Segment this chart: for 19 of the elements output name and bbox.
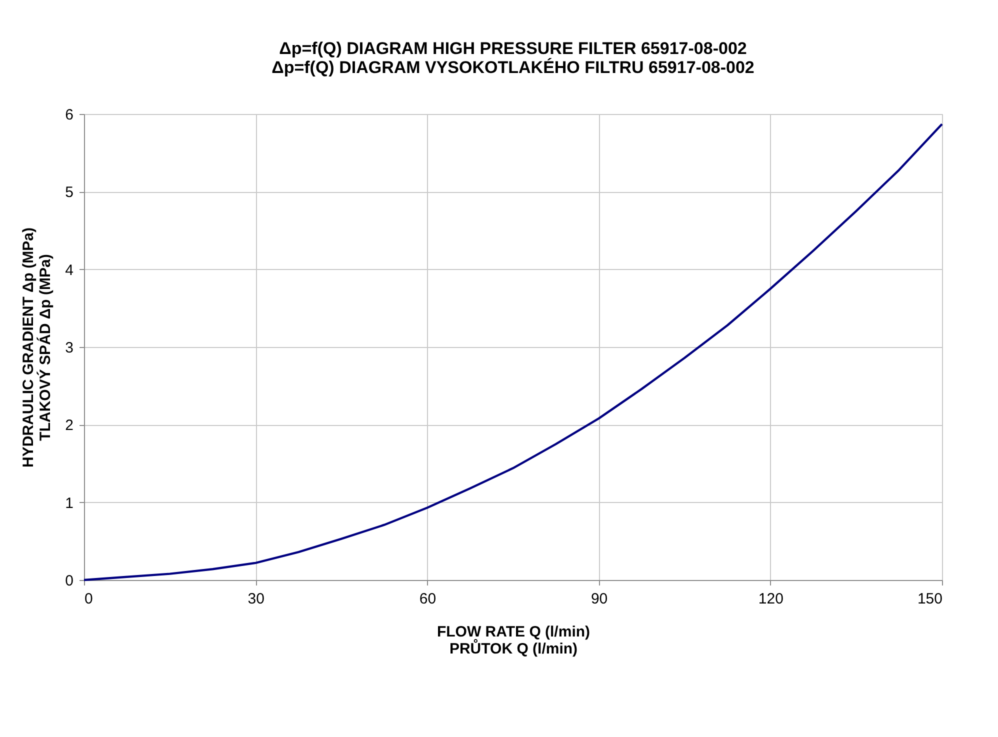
y-tick-label: 2 <box>65 417 74 434</box>
text: Δp=f(Q) DIAGRAM HIGH PRESSURE FILTER 65917-08-002 <box>279 39 747 58</box>
y-tick-label: 3 <box>65 340 74 356</box>
y-tick-label: 6 <box>65 106 74 124</box>
x-tick-label: 30 <box>248 590 264 608</box>
y-tick-label: 5 <box>65 184 74 202</box>
x-tick-label: 90 <box>590 590 608 608</box>
text: FLOW RATE Q (l/min) <box>436 624 590 640</box>
x-tick-label: 60 <box>419 590 436 608</box>
text: PRŮTOK Q (l/min) <box>449 640 578 658</box>
y-tick-label: 1 <box>65 494 74 512</box>
y-tick-label: 4 <box>65 262 74 279</box>
y-tick-label: 0 <box>65 572 74 590</box>
text: Δp=f(Q) DIAGRAM VYSOKOTLAKÉHO FILTRU 65917-08-002 <box>272 58 754 77</box>
text: TLAKOVÝ SPÁD Δp (MPa) <box>37 254 54 441</box>
text: HYDRAULIC GRADIENT Δp (MPa) <box>20 228 38 468</box>
x-tick-label: 0 <box>84 590 93 608</box>
x-tick-label: 120 <box>758 590 784 608</box>
x-tick-label: 150 <box>917 590 942 608</box>
